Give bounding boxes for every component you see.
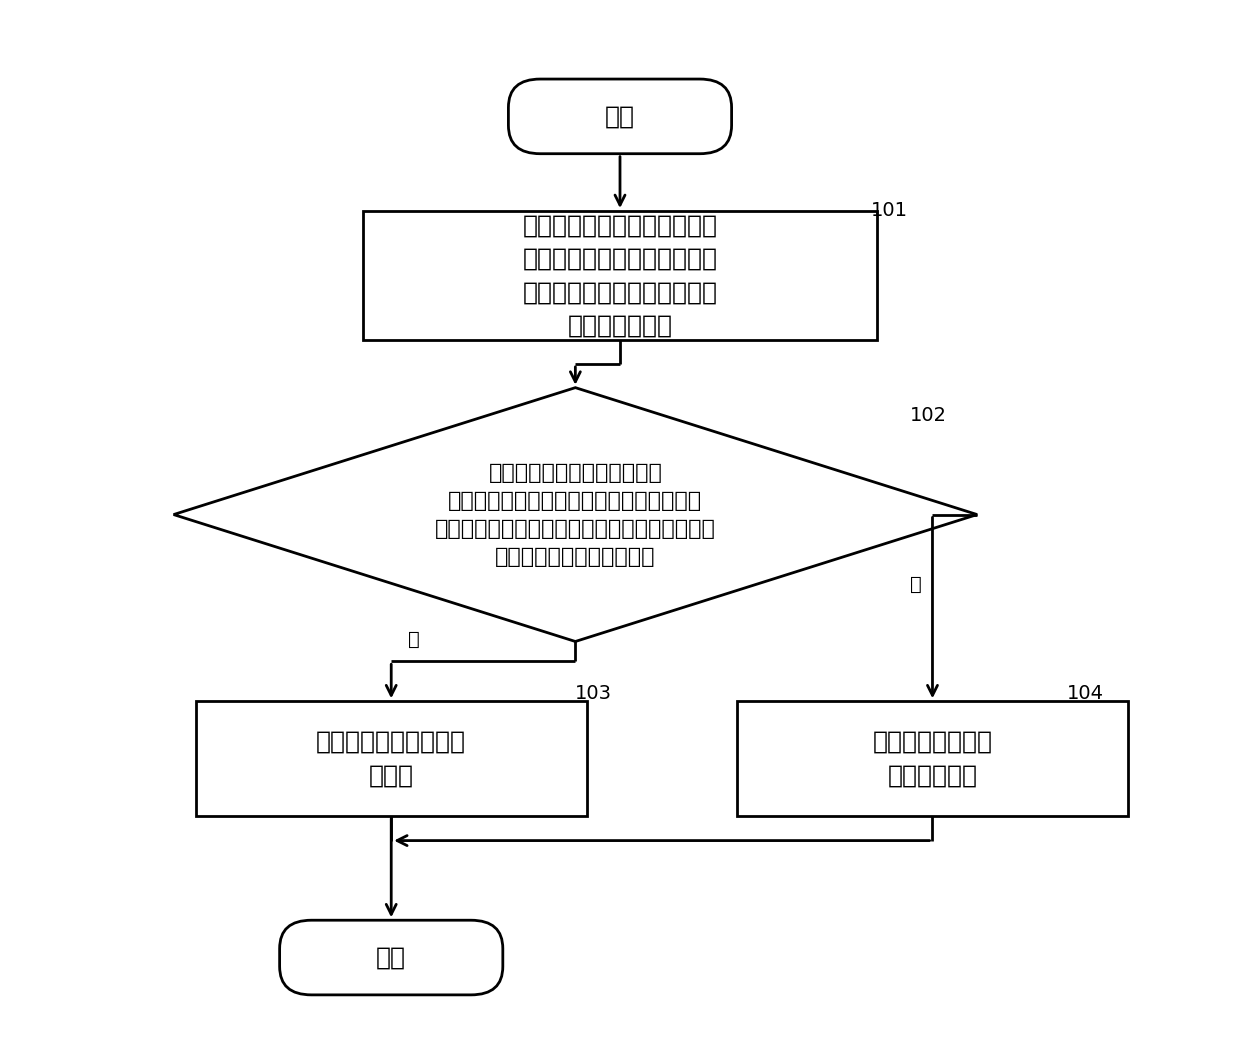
FancyBboxPatch shape [508,79,732,154]
Polygon shape [174,388,977,642]
FancyBboxPatch shape [280,920,503,994]
Bar [196,701,587,815]
Text: 104: 104 [1066,684,1104,703]
Text: 后台服务器将每次抓拍的人脸
图像和注册的人脸图像进行比对，并验证在
预定的比对周期内，是否至少有一张抓拍的人脸
图像与注册的人脸图像匹配: 后台服务器将每次抓拍的人脸 图像和注册的人脸图像进行比对，并验证在 预定的比对周… [435,463,715,567]
Text: 结束: 结束 [376,946,407,970]
Text: 是: 是 [408,629,419,648]
Text: 102: 102 [910,406,947,425]
Text: 该门禁打开方式能打开
该门禁: 该门禁打开方式能打开 该门禁 [316,730,466,787]
Text: 103: 103 [575,684,613,703]
Bar [363,211,877,340]
Text: 该门禁打开方式不
能打开该门禁: 该门禁打开方式不 能打开该门禁 [873,730,992,787]
Text: 开始: 开始 [605,105,635,128]
Bar [737,701,1128,815]
Text: 当使用门禁打开方式刷门禁时
触发相机抓拍刷门禁人的人脸
图像，并将抓拍的人脸图像上
传到后台服务器: 当使用门禁打开方式刷门禁时 触发相机抓拍刷门禁人的人脸 图像，并将抓拍的人脸图像… [522,214,718,338]
Text: 否: 否 [910,575,921,594]
Text: 101: 101 [870,201,908,220]
